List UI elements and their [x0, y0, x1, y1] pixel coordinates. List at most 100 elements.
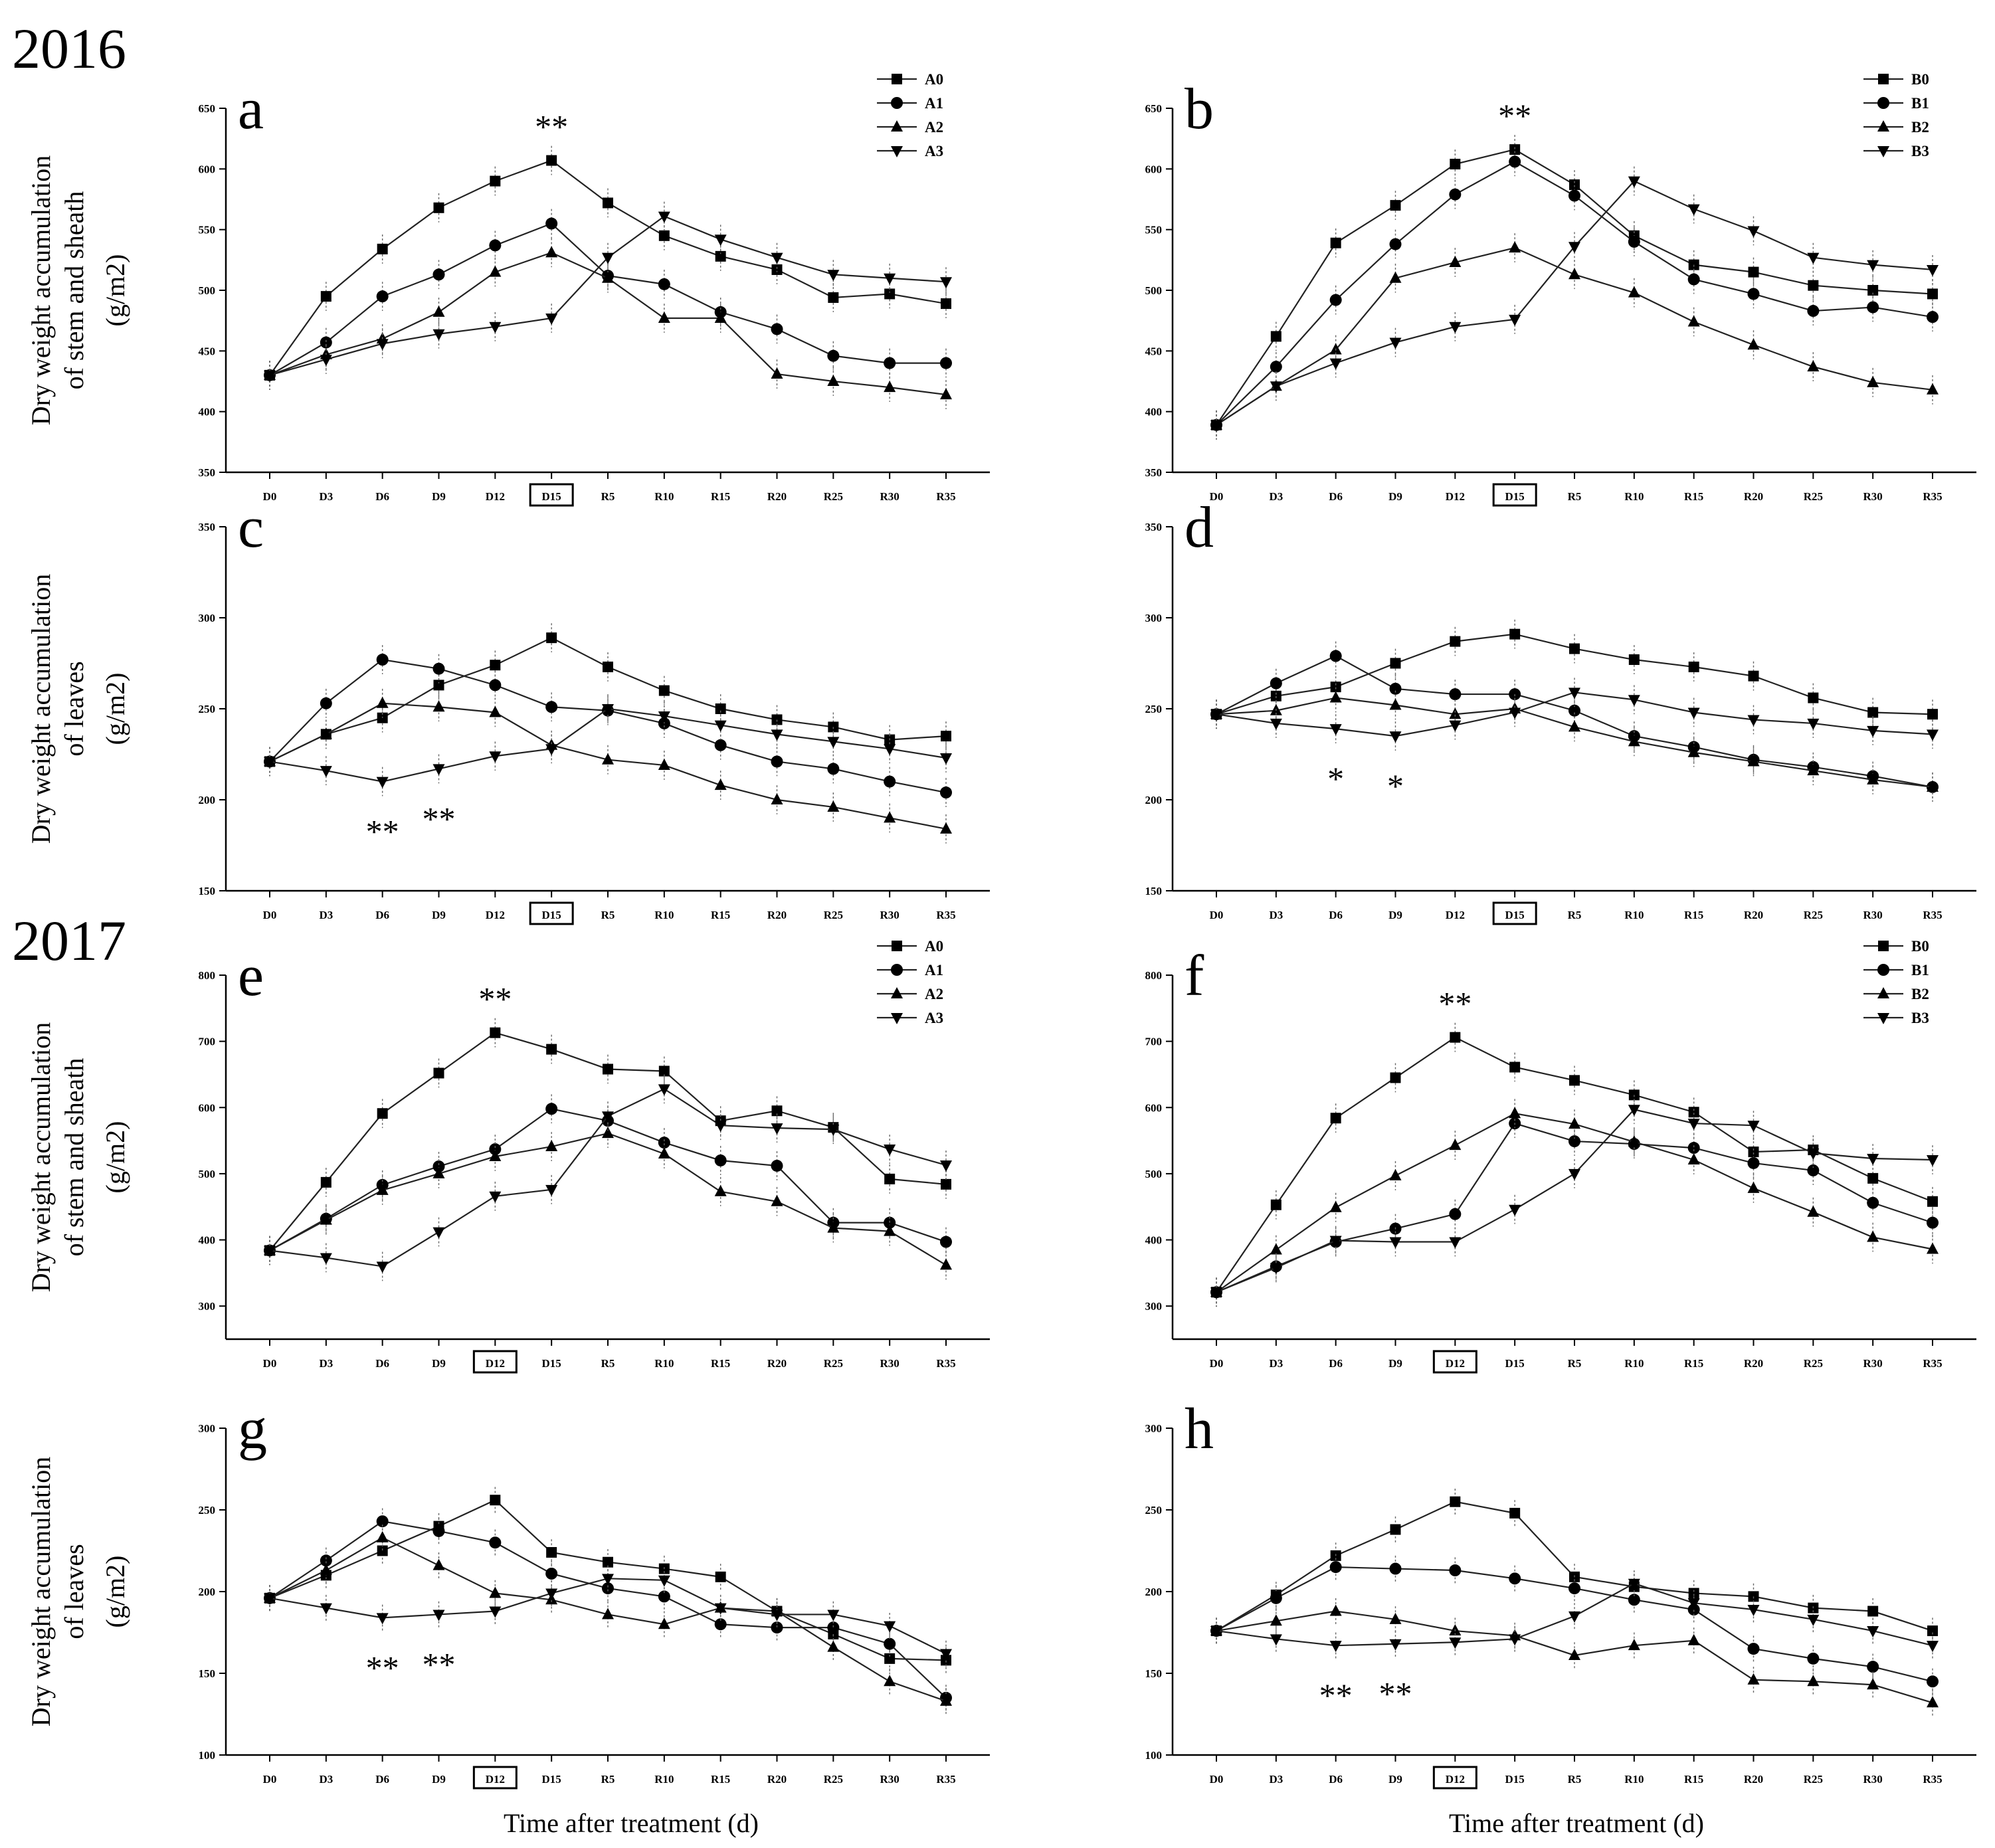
data-point [1210, 1287, 1222, 1299]
y-tick-label: 800 [1145, 969, 1163, 982]
data-point [1747, 1643, 1760, 1655]
data-point [1329, 294, 1342, 306]
x-axis-label-right: Time after treatment (d) [1449, 1808, 1704, 1838]
data-point [1927, 288, 1938, 300]
data-point [884, 357, 896, 369]
y-tick-label: 550 [1145, 224, 1163, 236]
data-point [1449, 1139, 1462, 1151]
data-point [489, 1191, 502, 1203]
x-tick-label: D9 [1388, 1773, 1402, 1786]
data-point [771, 264, 783, 275]
data-point [1688, 1588, 1699, 1599]
y-tick-label: 500 [199, 284, 216, 297]
data-point [1568, 1611, 1580, 1623]
x-tick-label: R20 [1744, 490, 1763, 503]
x-tick-label: R15 [711, 909, 730, 921]
y-axis-label-line2: of leaves [59, 661, 89, 756]
x-tick-label: R15 [1684, 909, 1703, 921]
data-point [658, 312, 670, 323]
highlighted-tick-box [529, 901, 574, 925]
x-tick-label: R5 [1568, 490, 1582, 503]
x-tick-label: R35 [936, 1357, 955, 1370]
series-A1 [264, 209, 952, 390]
series-A2 [264, 1119, 952, 1280]
data-point [376, 290, 389, 303]
x-tick-label: R15 [1684, 1357, 1703, 1370]
x-tick-label: R15 [711, 1357, 730, 1370]
data-point [489, 751, 502, 763]
data-point [658, 711, 670, 723]
x-tick-label: R35 [936, 909, 955, 921]
data-point [1687, 1119, 1700, 1131]
x-tick-label: D6 [375, 1357, 389, 1370]
y-tick-label: 550 [199, 224, 216, 236]
y-axis-label: Dry weight accumulation of leaves (g/m2) [26, 574, 130, 844]
series-B2 [1210, 1099, 1939, 1307]
x-tick-label: D3 [1269, 1773, 1283, 1786]
data-point [940, 388, 952, 400]
data-point [1568, 1168, 1580, 1180]
data-point [658, 1147, 670, 1159]
y-axis-label-line2: of stem and sheath [59, 191, 89, 390]
data-point [546, 1044, 557, 1055]
panel-g: 100 150 200 250 300 D0 D3 D6 D9 D12 D15 R5 R10 R15 R20… [26, 1397, 990, 1790]
x-tick-label: D15 [542, 1357, 561, 1370]
data-point [489, 679, 502, 692]
data-point [827, 1221, 840, 1233]
data-point [940, 357, 952, 369]
y-axis-label-line2: of stem and sheath [59, 1058, 89, 1257]
legend-marker [1877, 146, 1889, 157]
data-point [1450, 636, 1461, 647]
y-tick-label: 450 [199, 345, 216, 357]
x-tick-label: D3 [319, 1773, 333, 1786]
data-point [1270, 1263, 1282, 1275]
x-tick-label: R20 [767, 490, 787, 503]
x-tick-label: R25 [824, 909, 843, 921]
data-point [771, 729, 783, 741]
data-point [714, 312, 727, 323]
data-point [1569, 179, 1580, 191]
data-point [602, 1608, 614, 1619]
y-tick-label: 500 [1145, 1168, 1163, 1180]
series-B1 [1210, 1554, 1939, 1695]
data-point [884, 1653, 896, 1664]
x-tick-label: R20 [767, 1357, 787, 1370]
data-point [320, 291, 332, 302]
data-point [827, 1640, 840, 1652]
x-tick-label: D12 [486, 490, 505, 503]
y-tick-label: 500 [1145, 284, 1163, 297]
data-point [376, 1530, 389, 1542]
data-point [1747, 1156, 1760, 1169]
y-tick-label: 300 [199, 1300, 216, 1313]
data-point [489, 705, 502, 717]
legend-entry: A2 [877, 986, 943, 1002]
data-point [1568, 1117, 1580, 1129]
highlighted-tick-box [1432, 1350, 1477, 1374]
data-point [1628, 654, 1640, 666]
data-point [1329, 358, 1342, 370]
x-tick-label: R35 [1923, 490, 1942, 503]
data-point [714, 720, 727, 732]
data-point [884, 1637, 896, 1650]
x-tick-label: D6 [375, 490, 389, 503]
data-point [940, 1694, 952, 1706]
data-point [545, 1103, 558, 1115]
series-A3 [264, 694, 952, 796]
data-point [1927, 1242, 1939, 1254]
series-B3 [1210, 1570, 1939, 1659]
y-tick-label: 350 [1145, 466, 1163, 479]
legend-label: B1 [1911, 95, 1929, 112]
x-tick-label: R35 [936, 1773, 955, 1786]
series-line [1216, 1122, 1933, 1293]
data-point [320, 1564, 332, 1576]
legend-entry: B0 [1863, 938, 1929, 955]
data-point [432, 1610, 445, 1621]
data-point [490, 1495, 501, 1506]
data-point [320, 1253, 332, 1265]
data-point [658, 1575, 670, 1587]
legend-entry: B3 [1863, 143, 1929, 159]
data-point [489, 1150, 502, 1162]
data-point [940, 1649, 952, 1661]
x-tick-label: D9 [1388, 909, 1402, 921]
legend-label: B3 [1911, 143, 1929, 159]
